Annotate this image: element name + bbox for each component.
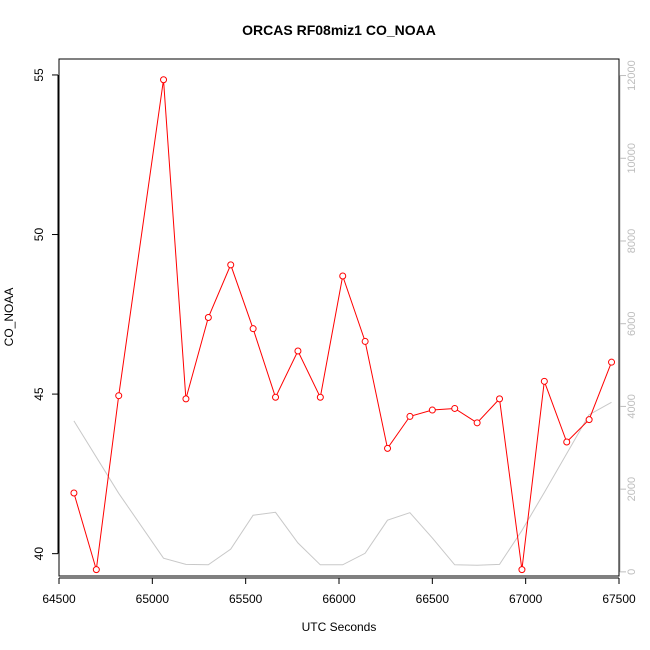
- y-tick-label: 45: [32, 387, 46, 401]
- y2-tick-label: 0: [626, 569, 638, 575]
- co-data-point: [540, 377, 548, 385]
- co-data-point: [384, 444, 392, 452]
- co-series-line: [73, 79, 612, 570]
- x-tick-label: 66000: [322, 592, 356, 606]
- x-axis-label: UTC Seconds: [302, 620, 377, 634]
- co-data-point: [608, 358, 616, 366]
- y-tick-label: 50: [32, 228, 46, 242]
- co-data-point: [92, 566, 100, 574]
- co-data-point: [496, 395, 504, 403]
- co-data-point: [428, 406, 436, 414]
- y2-tick-label: 8000: [626, 229, 638, 253]
- co-data-point: [518, 566, 526, 574]
- x-tick-label: 65500: [229, 592, 263, 606]
- y-tick-label: 40: [32, 547, 46, 561]
- y-axis-left: 40 45 50 55: [32, 68, 59, 561]
- secondary-series-layer: [73, 401, 612, 566]
- co-data-point: [339, 272, 347, 280]
- x-tick-label: 66500: [416, 592, 450, 606]
- co-data-point: [406, 412, 414, 420]
- x-tick-label: 67500: [602, 592, 636, 606]
- y2-tick-label: 12000: [626, 60, 638, 91]
- co-data-point: [316, 393, 324, 401]
- co-data-point: [204, 314, 212, 321]
- plot-frame: [58, 58, 620, 577]
- co-data-point: [585, 416, 593, 424]
- co-data-point: [451, 404, 459, 412]
- x-tick-label: 67000: [509, 592, 543, 606]
- co-data-point: [182, 395, 190, 403]
- co-data-point: [115, 392, 123, 400]
- co-data-point: [227, 261, 235, 269]
- y-axis-right: 0 2000 4000 6000 8000 10000 12000: [619, 60, 638, 575]
- co-data-point: [294, 347, 302, 355]
- y-axis-label: CO_NOAA: [2, 288, 16, 347]
- co-data-point: [272, 393, 280, 401]
- y2-tick-label: 4000: [626, 394, 638, 418]
- co-data-point: [160, 76, 168, 84]
- co-data-point: [361, 337, 369, 345]
- co-data-point: [70, 489, 78, 497]
- co-data-point: [473, 419, 481, 427]
- secondary-series-line: [73, 401, 612, 566]
- y2-tick-label: 6000: [626, 311, 638, 335]
- x-axis: 64500 65000 65500 66000 66500 67000 67500: [42, 577, 636, 606]
- x-tick-label: 65000: [136, 592, 170, 606]
- primary-series-layer: [70, 76, 616, 574]
- y-tick-label: 55: [32, 68, 46, 82]
- y2-tick-label: 2000: [626, 477, 638, 501]
- co-data-point: [249, 325, 257, 333]
- x-tick-label: 64500: [42, 592, 76, 606]
- y2-tick-label: 10000: [626, 143, 638, 174]
- co-data-point: [563, 438, 571, 446]
- chart-title: ORCAS RF08miz1 CO_NOAA: [242, 22, 436, 38]
